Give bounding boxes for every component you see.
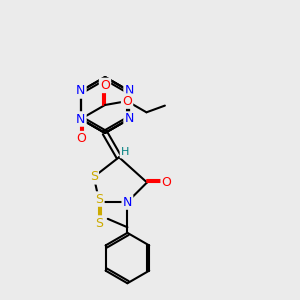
Text: N: N xyxy=(76,112,86,125)
Text: O: O xyxy=(76,132,86,145)
Text: N: N xyxy=(123,196,132,208)
Text: O: O xyxy=(122,94,132,108)
Text: N: N xyxy=(124,112,134,125)
Text: O: O xyxy=(162,176,172,189)
Text: S: S xyxy=(90,170,98,183)
Text: S: S xyxy=(95,193,104,206)
Text: H: H xyxy=(121,147,129,157)
Text: O: O xyxy=(100,79,110,92)
Text: N: N xyxy=(124,85,134,98)
Text: N: N xyxy=(76,85,86,98)
Text: S: S xyxy=(95,217,104,230)
